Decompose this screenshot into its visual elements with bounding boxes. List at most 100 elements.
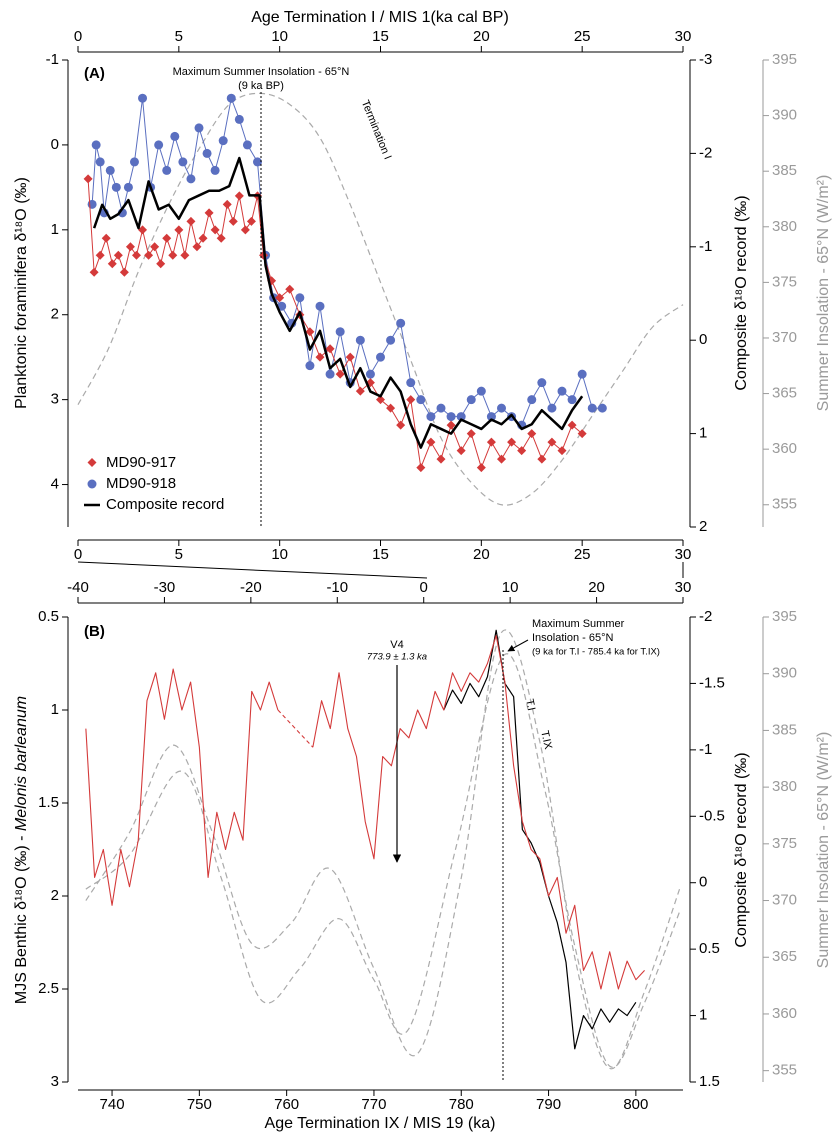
y-tick-label: 0.5 xyxy=(38,608,59,625)
point xyxy=(386,335,396,345)
x-tick-label: -10 xyxy=(326,579,348,596)
series-line xyxy=(312,635,645,990)
point xyxy=(557,446,567,456)
legend-label: MD90-917 xyxy=(106,454,176,471)
y-tick-label: 370 xyxy=(772,892,797,909)
point xyxy=(386,403,396,413)
series-line xyxy=(92,156,584,449)
x-tick-label: 25 xyxy=(574,546,591,563)
x-tick-label: 800 xyxy=(623,1096,648,1113)
point xyxy=(180,250,190,260)
point xyxy=(587,403,597,413)
point xyxy=(577,429,587,439)
y2-axis-title: Composite δ¹⁸O record (‰) xyxy=(733,752,750,947)
y-tick-label: 380 xyxy=(772,218,797,235)
legend: MD90-917 MD90-918 Composite record xyxy=(84,454,224,513)
point xyxy=(355,335,365,345)
annotation: (9 ka BP) xyxy=(238,80,284,92)
y-tick-label: 385 xyxy=(772,162,797,179)
y-tick-label: 385 xyxy=(772,721,797,738)
point xyxy=(376,395,385,405)
x-axis-title: Age Termination IX / MIS 19 (ka) xyxy=(265,1115,496,1132)
point xyxy=(202,148,212,158)
point xyxy=(162,165,172,175)
point xyxy=(456,446,466,456)
x-tick-label: 5 xyxy=(175,546,183,563)
point xyxy=(507,437,517,447)
annotation: (9 ka for T.I - 785.4 ka for T.IX) xyxy=(532,647,660,658)
y-axis-title-species: Melonis barleanum xyxy=(13,696,30,831)
y-tick-label: -0.5 xyxy=(699,807,725,824)
point xyxy=(557,386,567,396)
point xyxy=(138,93,148,103)
point xyxy=(234,191,244,201)
point xyxy=(210,165,220,175)
series-line xyxy=(85,653,681,1068)
annotation: Termination I xyxy=(359,99,394,162)
y-tick-label: 380 xyxy=(772,778,797,795)
point xyxy=(537,378,547,388)
point xyxy=(186,174,196,184)
point xyxy=(436,454,446,464)
point xyxy=(275,293,285,303)
point xyxy=(547,403,557,413)
point xyxy=(537,454,547,464)
y-tick-label: 0 xyxy=(699,331,707,348)
point xyxy=(240,225,250,235)
point xyxy=(577,369,587,379)
x-tick-label: 15 xyxy=(372,28,389,45)
point xyxy=(295,293,305,303)
x-tick-label: 25 xyxy=(574,28,591,45)
x-tick-label: 0 xyxy=(74,28,82,45)
point xyxy=(218,136,228,146)
point xyxy=(105,165,115,175)
x-tick-label: 750 xyxy=(187,1096,212,1113)
point xyxy=(150,242,160,252)
background-layer: 0 5 10 15 20 25 300 5 10 15 20 25 30-101234-3-2-1012… xyxy=(38,28,797,1113)
legend-label: MD90-918 xyxy=(106,475,176,492)
x-tick-label: 30 xyxy=(675,28,692,45)
point xyxy=(567,395,577,405)
y-tick-label: 360 xyxy=(772,440,797,457)
x-tick-label: 20 xyxy=(473,546,490,563)
point xyxy=(194,123,204,133)
annotation: Maximum Summer xyxy=(532,618,625,630)
point xyxy=(216,233,226,243)
point xyxy=(305,327,315,337)
y3-axis-title: Summer Insolation - 65°N (W/m²) xyxy=(815,732,832,969)
point xyxy=(234,114,244,124)
y-tick-label: 390 xyxy=(772,107,797,124)
annotation: Maximum Summer Insolation - 65°N xyxy=(173,66,350,78)
y-tick-label: 355 xyxy=(772,496,797,513)
y-tick-label: 370 xyxy=(772,329,797,346)
point xyxy=(597,403,607,413)
point xyxy=(426,412,436,422)
point xyxy=(91,140,101,150)
y-tick-label: 2 xyxy=(51,306,59,323)
y-tick-label: 1 xyxy=(51,701,59,718)
y-tick-label: -1.5 xyxy=(699,674,725,691)
point xyxy=(416,463,426,473)
x-tick-label: 30 xyxy=(675,546,692,563)
y-tick-label: 3 xyxy=(51,391,59,408)
point xyxy=(228,216,238,226)
point xyxy=(396,420,406,430)
y-tick-label: 3 xyxy=(51,1073,59,1090)
point xyxy=(95,157,105,167)
connector xyxy=(77,561,428,579)
point xyxy=(119,267,129,277)
y-tick-label: 395 xyxy=(772,51,797,68)
point xyxy=(113,250,123,260)
x-tick-label: 5 xyxy=(175,28,183,45)
y2-axis-title: Composite δ¹⁸O record (‰) xyxy=(733,195,750,390)
point xyxy=(466,429,476,439)
point xyxy=(486,412,496,422)
panel-label: (A) xyxy=(84,65,105,82)
annotation: Insolation - 65°N xyxy=(532,632,613,644)
point xyxy=(87,199,97,209)
point xyxy=(198,233,208,243)
point xyxy=(174,225,184,235)
point xyxy=(111,182,121,192)
series-line xyxy=(87,178,583,469)
point xyxy=(125,242,135,252)
